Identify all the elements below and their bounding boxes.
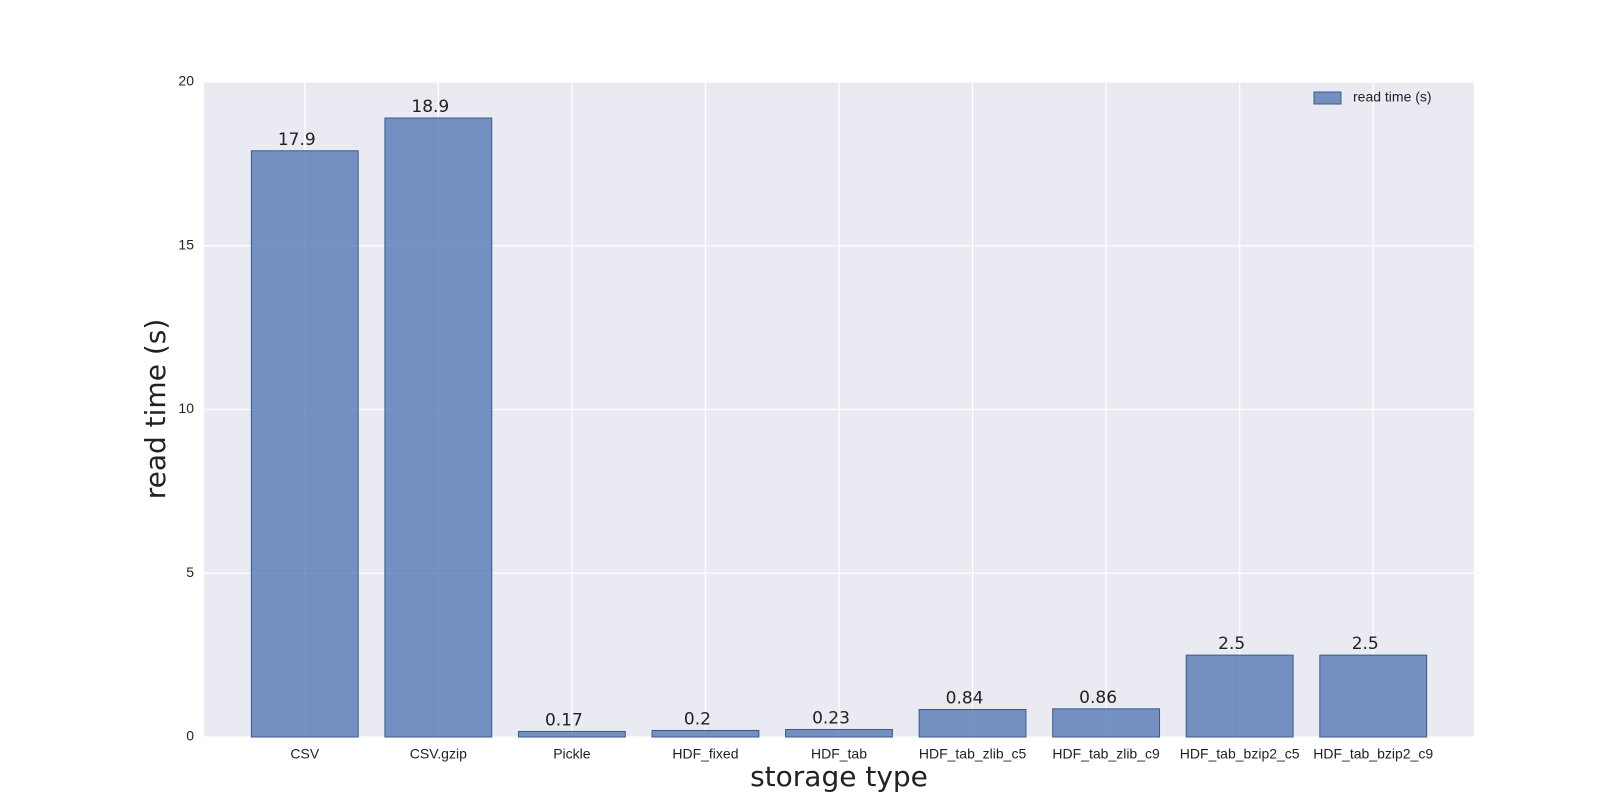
value-label: 0.17 [545,710,583,730]
x-tick-label: HDF_tab_zlib_c5 [919,746,1027,762]
y-tick-label: 10 [178,400,194,416]
legend-swatch [1313,91,1342,105]
y-tick-label: 0 [186,728,194,744]
bar [918,708,1027,738]
bar [517,730,626,738]
value-label: 18.9 [411,97,449,117]
x-tick-label: HDF_tab [811,746,867,762]
value-label: 0.84 [946,688,984,708]
x-tick-label: HDF_tab_bzip2_c5 [1180,746,1300,762]
x-tick-label: CSV [290,746,319,762]
x-axis-label: storage type [750,760,928,793]
bar [250,150,359,738]
y-tick-label: 15 [178,236,194,252]
value-label: 2.5 [1218,634,1245,654]
y-tick-label: 20 [178,73,194,89]
x-tick-label: HDF_tab_zlib_c9 [1052,746,1160,762]
bar [384,117,493,738]
bar [1052,708,1161,738]
value-label: 0.23 [812,708,850,728]
y-axis-label: read time (s) [139,319,172,500]
x-tick-label: HDF_tab_bzip2_c9 [1313,746,1433,762]
y-tick-label: 5 [186,564,194,580]
value-label: 2.5 [1352,634,1379,654]
value-label: 0.86 [1079,688,1117,708]
value-label: 0.2 [684,709,711,729]
bar [785,728,893,738]
value-label: 17.9 [278,130,316,150]
x-tick-label: Pickle [553,746,591,762]
x-tick-label: HDF_fixed [672,746,738,762]
x-tick-label: CSV.gzip [410,746,467,762]
bar [1319,654,1428,738]
legend-label: read time (s) [1353,89,1432,105]
bar [651,729,760,738]
bar [1185,654,1294,738]
